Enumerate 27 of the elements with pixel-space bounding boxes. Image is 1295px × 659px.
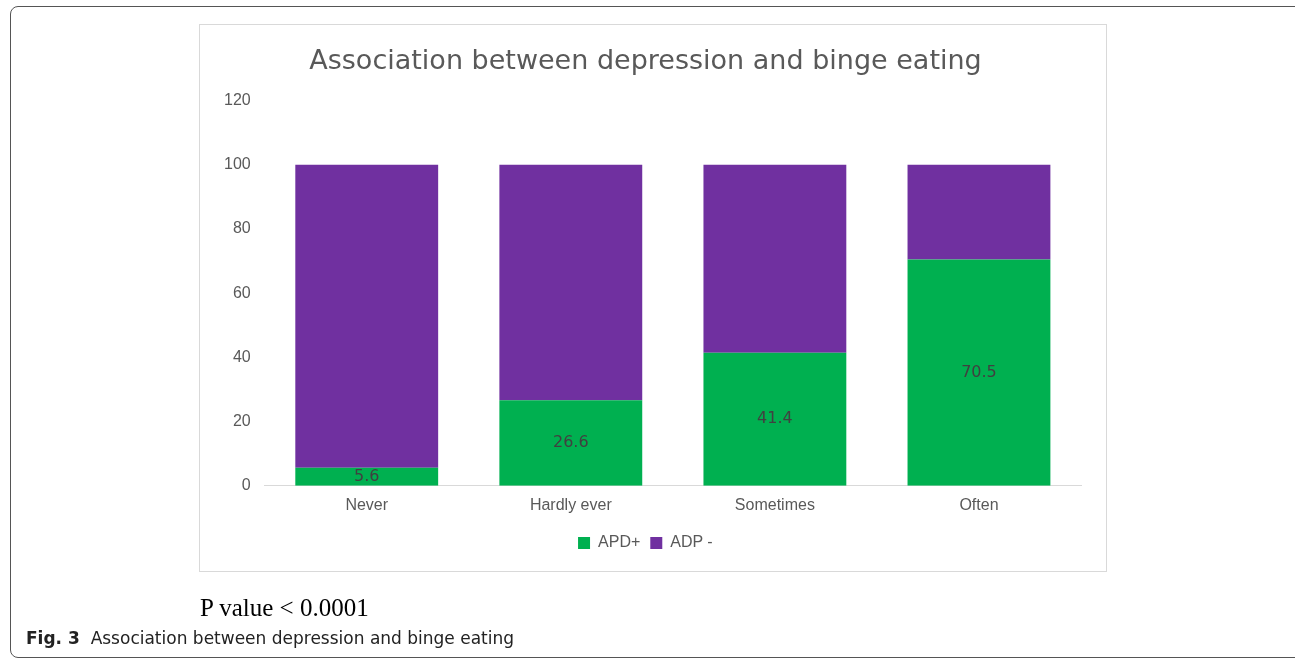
bar	[499, 400, 643, 486]
x-tick-label: Hardly ever	[529, 495, 613, 513]
x-tick-label: Never	[345, 495, 389, 513]
chart-title: Association between depression and binge eating	[309, 44, 982, 76]
x-tick-label: Often	[959, 495, 999, 513]
y-tick-label: 120	[223, 90, 251, 108]
text: P value < 0.0001	[200, 594, 369, 622]
legend-label: APD+	[598, 533, 641, 551]
y-tick-label: 60	[232, 283, 251, 301]
y-tick-label: 0	[241, 476, 251, 494]
data-label: 26.6	[553, 432, 589, 452]
bar	[703, 352, 847, 486]
y-tick-label: 80	[232, 219, 251, 237]
x-tick-label: Sometimes	[734, 495, 815, 513]
bar	[907, 259, 1051, 486]
y-tick-label: 20	[232, 411, 251, 429]
bar	[703, 164, 847, 353]
data-label: 70.5	[961, 361, 997, 381]
data-label: 5.6	[354, 465, 380, 485]
caption: Fig. 3 Association between depression and binge eating	[26, 628, 515, 648]
bar	[499, 164, 643, 401]
bar	[907, 164, 1051, 260]
legend-label: ADP -	[670, 533, 713, 551]
y-tick-label: 40	[232, 347, 251, 365]
y-tick-label: 100	[223, 155, 251, 173]
data-label: 41.4	[757, 408, 793, 428]
bar	[295, 164, 439, 468]
